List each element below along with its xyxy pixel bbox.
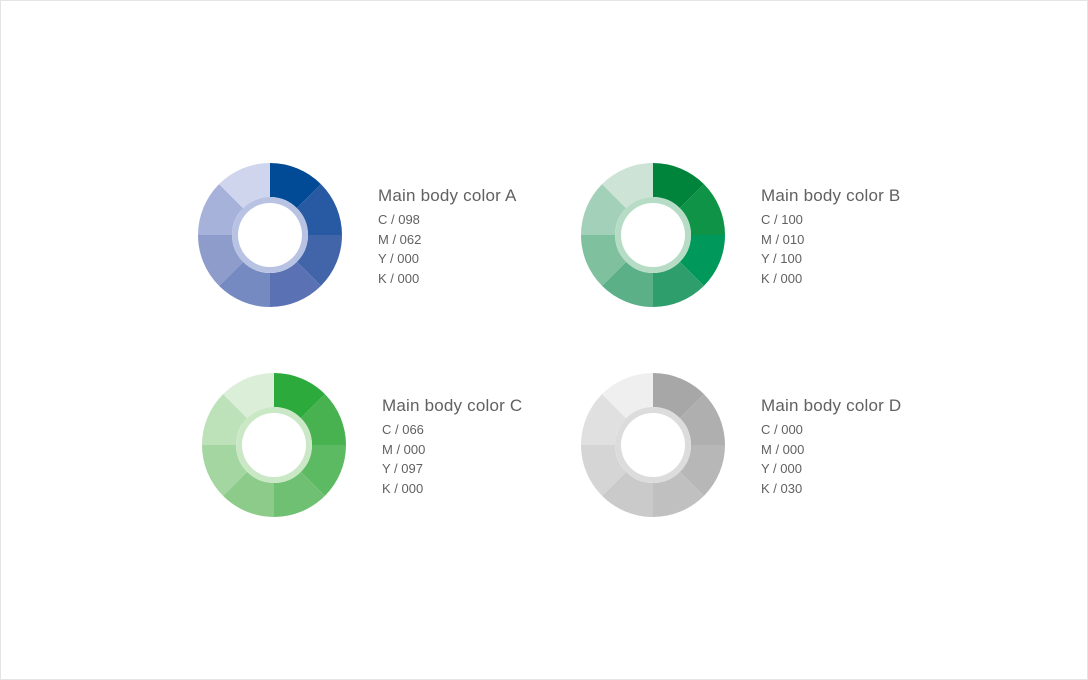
black-value: K / 000 (382, 480, 424, 496)
yellow-value: Y / 000 (761, 461, 802, 476)
color-title: Main body color A (378, 186, 517, 205)
wheel-segment (300, 445, 346, 496)
wheel-segment (198, 184, 244, 235)
wheel-segment (296, 184, 342, 235)
cyan-value: C / 066 (382, 422, 424, 437)
wheel-segment (202, 445, 248, 496)
black-value: K / 000 (761, 270, 803, 286)
color-wheel-d (581, 373, 725, 517)
color-info-b: Main body color B C / 100 M / 010 Y / 10… (761, 185, 900, 288)
yellow-value: Y / 000 (378, 251, 419, 266)
wheel-segment (270, 261, 321, 307)
color-title: Main body color C (382, 396, 523, 415)
magenta-value: M / 010 (761, 231, 805, 247)
magenta-value: M / 062 (378, 231, 422, 247)
wheel-segment (198, 235, 244, 286)
wheel-center (238, 203, 302, 267)
cyan-value: C / 098 (378, 212, 420, 227)
color-title: Main body color D (761, 396, 902, 415)
wheel-segment (296, 235, 342, 286)
magenta-value: M / 000 (761, 441, 805, 457)
wheel-segment (274, 373, 325, 419)
wheel-segment (653, 471, 704, 517)
wheel-segment (300, 394, 346, 445)
color-swatch-a: Main body color A C / 098 M / 062 Y / 00… (198, 163, 558, 313)
cyan-value: C / 100 (761, 212, 803, 227)
wheel-segment (679, 445, 725, 496)
wheel-segment (219, 163, 270, 209)
wheel-segment (653, 373, 704, 419)
wheel-segment (679, 235, 725, 286)
black-value: K / 030 (761, 480, 803, 496)
color-swatch-c: Main body color C C / 066 M / 000 Y / 09… (202, 373, 562, 523)
color-swatch-d: Main body color D C / 000 M / 000 Y / 00… (581, 373, 941, 523)
wheel-segment (679, 184, 725, 235)
yellow-value: Y / 100 (761, 251, 802, 266)
cyan-value: C / 000 (761, 422, 803, 437)
wheel-center (621, 203, 685, 267)
wheel-segment (219, 261, 270, 307)
wheel-center (621, 413, 685, 477)
color-info-c: Main body color C C / 066 M / 000 Y / 09… (382, 395, 522, 498)
wheel-segment (602, 163, 653, 209)
wheel-segment (581, 235, 627, 286)
wheel-segment (223, 373, 274, 419)
color-title: Main body color B (761, 186, 901, 205)
wheel-segment (274, 471, 325, 517)
wheel-segment (602, 471, 653, 517)
color-wheel-c (202, 373, 346, 517)
wheel-segment (602, 261, 653, 307)
wheel-center (242, 413, 306, 477)
wheel-segment (653, 163, 704, 209)
color-wheel-b (581, 163, 725, 307)
wheel-segment (223, 471, 274, 517)
wheel-segment (653, 261, 704, 307)
black-value: K / 000 (378, 270, 420, 286)
color-info-d: Main body color D C / 000 M / 000 Y / 00… (761, 395, 901, 498)
color-swatch-b: Main body color B C / 100 M / 010 Y / 10… (581, 163, 941, 313)
yellow-value: Y / 097 (382, 461, 423, 476)
wheel-segment (270, 163, 321, 209)
wheel-segment (679, 394, 725, 445)
magenta-value: M / 000 (382, 441, 426, 457)
wheel-segment (202, 394, 248, 445)
wheel-segment (581, 445, 627, 496)
wheel-segment (581, 394, 627, 445)
wheel-segment (602, 373, 653, 419)
wheel-segment (581, 184, 627, 235)
color-wheel-a (198, 163, 342, 307)
color-info-a: Main body color A C / 098 M / 062 Y / 00… (378, 185, 517, 288)
